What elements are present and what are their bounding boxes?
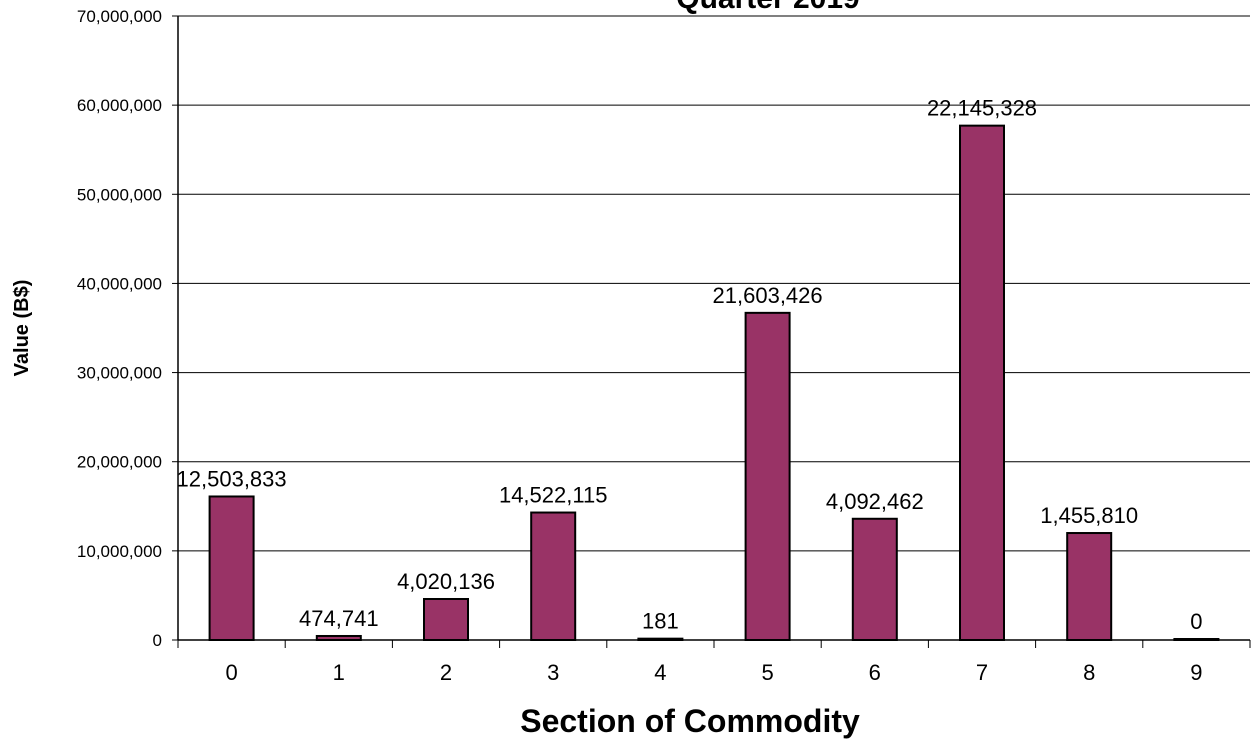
bars [208,124,1220,642]
data-label: 14,522,115 [499,483,607,508]
y-tick-label: 10,000,000 [77,542,162,561]
bar [208,495,255,642]
x-tick-label: 6 [869,660,881,685]
y-tick-label: 20,000,000 [77,453,162,472]
x-axis-title: Section of Commodity [520,703,860,739]
bar [423,597,469,641]
data-label: 12,503,833 [177,466,287,491]
data-label: 181 [642,609,679,634]
x-tick-label: 4 [654,660,666,685]
y-axis-tick-labels: 0 10,000,000 20,000,000 30,000,000 40,000,00… [77,7,162,650]
y-tick-label: 60,000,000 [77,96,162,115]
x-tick-label: 5 [761,660,773,685]
bar [959,124,1005,642]
x-tick-label: 7 [976,660,988,685]
axes [172,15,1251,648]
x-tick-label: 9 [1190,660,1202,685]
bar [851,517,898,641]
x-tick-label: 2 [440,660,452,685]
data-label: 22,145,328 [927,96,1037,121]
x-tick-label: 3 [547,660,559,685]
chart-title: Quarter 2019 [676,0,859,15]
y-tick-label: 40,000,000 [77,274,162,293]
data-label: 0 [1190,609,1202,634]
y-tick-label: 70,000,000 [77,7,162,26]
bar [1066,532,1113,641]
bar [530,511,577,641]
gridlines [178,15,1250,552]
x-tick-label: 8 [1083,660,1095,685]
y-tick-label: 0 [153,631,162,650]
data-label: 4,020,136 [397,569,495,594]
x-tick-label: 0 [225,660,237,685]
bar [744,311,791,641]
y-axis-title: Value (B$) [11,280,33,377]
data-label: 1,455,810 [1040,503,1138,528]
data-label: 21,603,426 [713,283,823,308]
x-axis-tick-labels: 0 1 2 3 4 5 6 7 8 9 [225,660,1202,685]
x-tick-label: 1 [333,660,345,685]
data-label: 4,092,462 [826,489,924,514]
data-labels: 12,503,833 474,741 4,020,136 14,522,115 181 2… [177,96,1203,634]
y-tick-label: 30,000,000 [77,364,162,383]
data-label: 474,741 [299,606,379,631]
y-tick-label: 50,000,000 [77,185,162,204]
